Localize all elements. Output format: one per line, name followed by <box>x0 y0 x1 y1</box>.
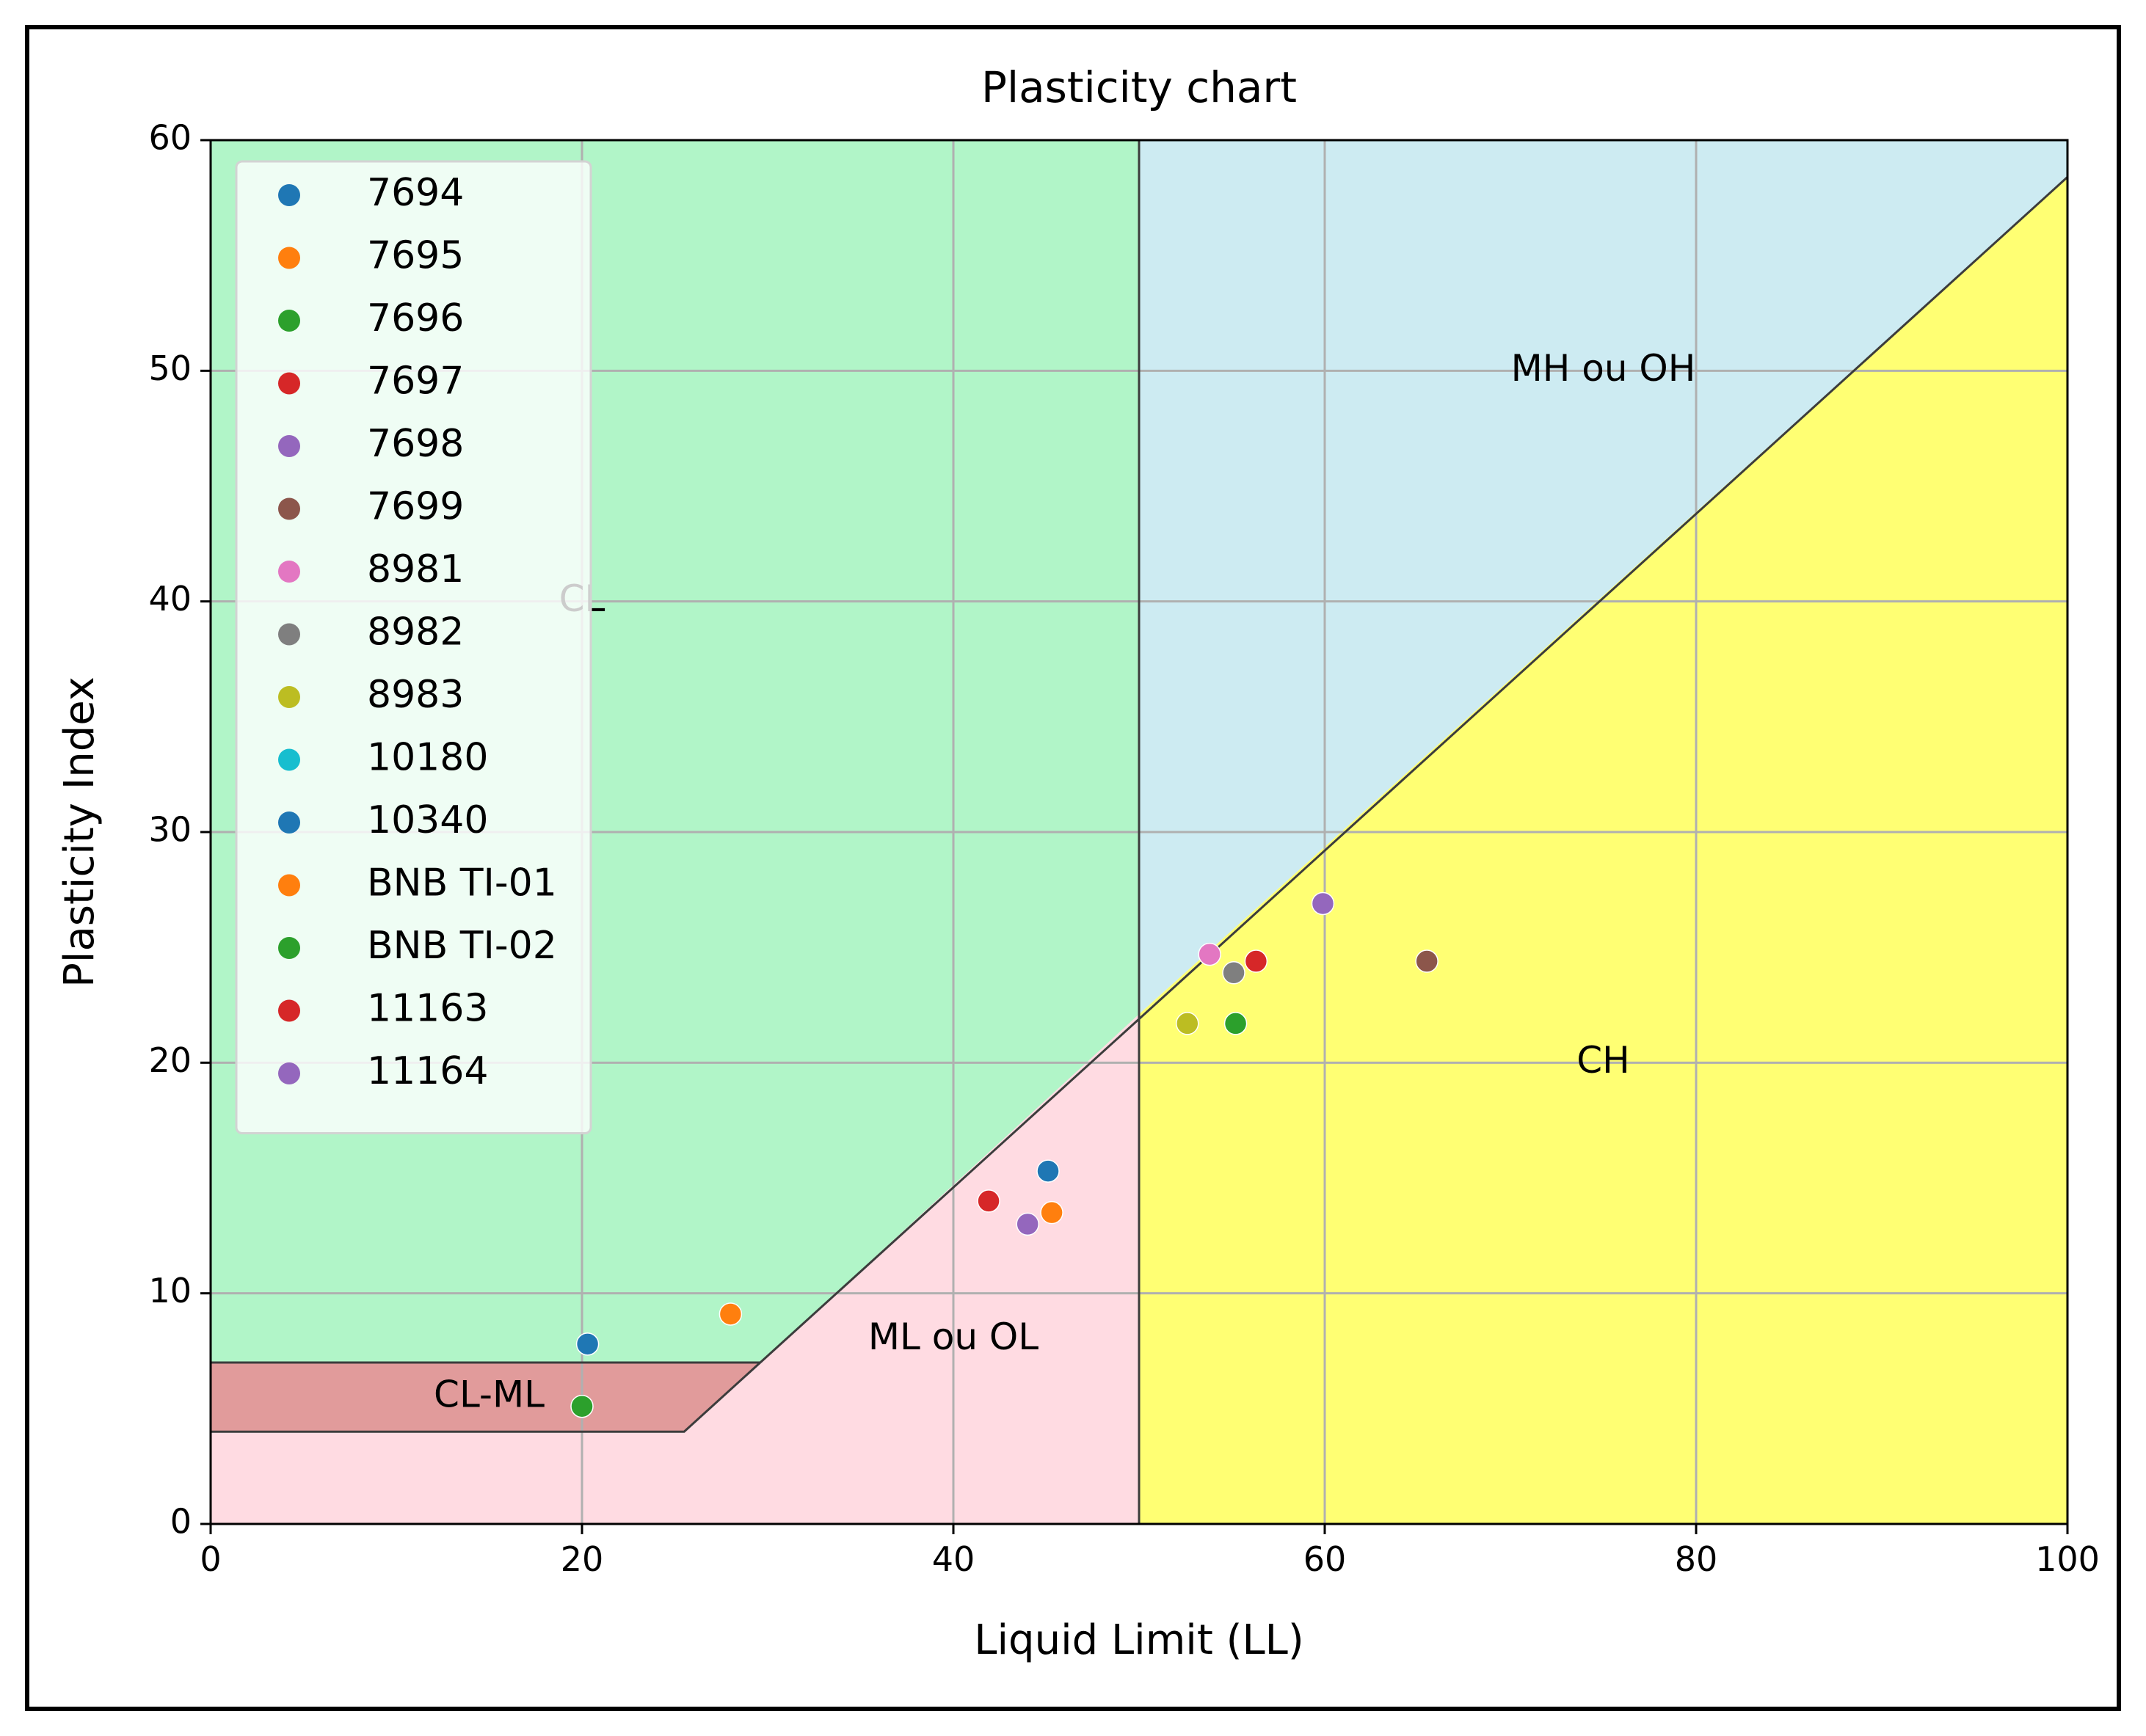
zone-ch <box>1139 177 2067 1524</box>
y-tick-label: 30 <box>148 810 192 850</box>
y-tick-label: 60 <box>148 118 192 158</box>
legend-marker-8983 <box>278 686 300 708</box>
legend-marker-7695 <box>278 247 300 269</box>
legend-label-7698: 7698 <box>367 422 464 466</box>
legend-marker-8981 <box>278 561 300 583</box>
legend-marker-bnb-ti-02 <box>278 937 300 959</box>
zone-label-ch: CH <box>1576 1039 1630 1082</box>
legend-marker-7698 <box>278 435 300 457</box>
y-tick-label: 40 <box>148 579 192 619</box>
legend-marker-10180 <box>278 748 300 771</box>
chart-title: Plasticity chart <box>981 62 1297 112</box>
legend-label-11163: 11163 <box>367 987 488 1031</box>
zone-label-mh-ou-oh: MH ou OH <box>1511 347 1696 390</box>
legend-label-bnb-ti-01: BNB TI-01 <box>367 861 557 905</box>
point-7699 <box>1415 949 1438 973</box>
point-8982 <box>1222 960 1245 985</box>
legend-marker-10340 <box>278 812 300 834</box>
y-tick-label: 20 <box>148 1040 192 1080</box>
legend-label-bnb-ti-02: BNB TI-02 <box>367 924 557 968</box>
y-axis-label: Plasticity Index <box>56 676 103 988</box>
point-11163 <box>1244 949 1268 973</box>
x-tick-label: 60 <box>1303 1539 1347 1579</box>
x-tick-label: 100 <box>2035 1539 2100 1579</box>
legend-label-8983: 8983 <box>367 673 464 717</box>
legend-marker-7696 <box>278 310 300 332</box>
ticks-layer: 0 20 40 60 80 100 0 10 20 30 40 50 60 <box>148 118 2099 1580</box>
legend-marker-11163 <box>278 999 300 1022</box>
point-8981 <box>1198 942 1221 966</box>
cl-ml-lower-line <box>211 1361 761 1433</box>
zone-mh-ou-oh <box>1139 140 2067 1015</box>
point-11164 <box>1311 891 1335 916</box>
zone-ml-ou-ol <box>211 1014 1139 1524</box>
legend-marker-7694 <box>278 184 300 206</box>
legend-label-10180: 10180 <box>367 736 488 780</box>
data-points-layer <box>570 891 1438 1418</box>
x-tick-label: 20 <box>561 1539 604 1579</box>
legend-marker-8982 <box>278 623 300 646</box>
point-7694 <box>575 1332 600 1356</box>
point-10340 <box>1036 1159 1060 1183</box>
legend-label-11164: 11164 <box>367 1049 488 1093</box>
legend-marker-11164 <box>278 1062 300 1084</box>
point-7697 <box>977 1189 1000 1213</box>
legend-marker-7699 <box>278 497 300 520</box>
boundary-lines <box>211 140 2069 1524</box>
point-7695 <box>719 1302 743 1326</box>
zone-cl-ml <box>211 1363 760 1432</box>
y-tick-label: 50 <box>148 349 192 388</box>
legend-label-8981: 8981 <box>367 547 464 591</box>
point-8983 <box>1176 1012 1199 1035</box>
zone-label-ml-ou-ol: ML ou OL <box>868 1316 1039 1358</box>
legend-marker-7697 <box>278 372 300 395</box>
legend-box <box>235 160 592 1134</box>
legend-label-7697: 7697 <box>367 360 464 404</box>
a-line <box>759 176 2069 1364</box>
legend-label-8982: 8982 <box>367 610 464 654</box>
point-7698 <box>1016 1212 1039 1236</box>
x-tick-label: 80 <box>1675 1539 1718 1579</box>
legend: 7694 7695 7696 7697 7698 7699 8981 8982 8983 1018… <box>235 160 592 1134</box>
legend-label-10340: 10340 <box>367 798 488 842</box>
point-bnb-ti-01 <box>1040 1200 1063 1225</box>
x-tick-label: 40 <box>932 1539 975 1579</box>
y-tick-label: 0 <box>170 1502 192 1542</box>
legend-label-7699: 7699 <box>367 485 464 529</box>
x-tick-label: 0 <box>200 1539 221 1579</box>
legend-label-7694: 7694 <box>367 171 464 215</box>
legend-marker-bnb-ti-01 <box>278 874 300 897</box>
legend-label-7695: 7695 <box>367 234 464 278</box>
y-tick-label: 10 <box>148 1271 192 1310</box>
point-7696 <box>570 1394 594 1418</box>
x-axis-label: Liquid Limit (LL) <box>974 1616 1303 1664</box>
zone-label-cl-ml: CL-ML <box>434 1374 545 1416</box>
point-bnb-ti-02 <box>1223 1012 1248 1035</box>
legend-label-7696: 7696 <box>367 296 464 340</box>
